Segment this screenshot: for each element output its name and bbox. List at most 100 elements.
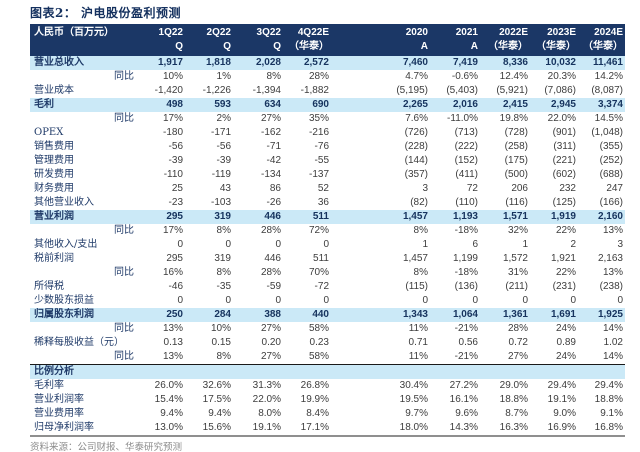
- value-cell: 0: [225, 239, 231, 250]
- value-cell: 247: [606, 183, 623, 194]
- value-cell: 511: [312, 211, 329, 222]
- value-cell: -42: [266, 155, 281, 166]
- table-row: 同比 17% 2% 27% 35% 7.6% -11.0% 19.8% 22.0% 14.5%: [30, 112, 625, 126]
- value-cell: 30.4%: [399, 380, 428, 391]
- value-cell: 9.6%: [455, 408, 478, 419]
- value-cell: -39: [216, 155, 231, 166]
- column-header-4q22e: 4Q22E: [297, 27, 329, 38]
- value-cell: -76: [314, 141, 329, 152]
- value-cell: (125): [552, 197, 576, 208]
- value-cell: (713): [454, 127, 478, 138]
- value-cell: 0: [275, 239, 281, 250]
- value-cell: 72%: [308, 225, 329, 236]
- value-cell: 3: [617, 239, 623, 250]
- value-cell: 8.4%: [306, 408, 329, 419]
- value-cell: 2,016: [452, 99, 478, 110]
- value-cell: (357): [404, 169, 428, 180]
- yoy-row-label: 同比: [114, 113, 134, 124]
- row-label: 少数股东损益: [34, 295, 94, 306]
- value-cell: 8%: [413, 225, 428, 236]
- value-cell: 16.3%: [480, 421, 530, 437]
- value-cell: 9.4%: [208, 408, 231, 419]
- column-subheader-2023e: （华泰）: [536, 41, 576, 52]
- value-cell: (231): [552, 281, 576, 292]
- value-cell: 18.8%: [594, 394, 623, 405]
- value-cell: 8%: [216, 267, 231, 278]
- value-cell: (258): [504, 141, 528, 152]
- value-cell: 11%: [408, 323, 428, 334]
- value-cell: 28%: [260, 267, 281, 278]
- value-cell: (311): [553, 141, 576, 152]
- row-label-spacer: [30, 70, 106, 84]
- section-row: 比例分析: [30, 364, 625, 379]
- yoy-row-label: 同比: [114, 351, 134, 362]
- value-cell: 0: [617, 295, 623, 306]
- value-cell: 9.0%: [553, 408, 576, 419]
- value-cell: 28%: [308, 71, 329, 82]
- table-row: 其他收入/支出 0 0 0 0 1 6 1 2 3: [30, 238, 625, 252]
- value-cell: 35%: [308, 113, 329, 124]
- value-cell: 29.4%: [547, 380, 576, 391]
- value-cell: -72: [314, 281, 329, 292]
- value-cell: -1,226: [202, 85, 231, 96]
- value-cell: 17.1%: [283, 421, 331, 437]
- value-cell: -180: [162, 127, 183, 138]
- value-cell: 17%: [162, 225, 183, 236]
- value-cell: 24%: [555, 351, 576, 362]
- value-cell: 319: [214, 211, 231, 222]
- header-row-periods: 人民币（百万元） 1Q22 2Q22 3Q22 4Q22E 2020 2021 2022E 2…: [30, 24, 625, 40]
- value-cell: 2: [570, 239, 576, 250]
- value-cell: 1,457: [402, 253, 428, 264]
- value-cell: 206: [511, 183, 528, 194]
- value-cell: 2,415: [502, 99, 528, 110]
- value-cell: 8%: [413, 267, 428, 278]
- column-header-2q22: 2Q22: [206, 27, 231, 38]
- table-title: 图表2： 沪电股份盈利预测: [30, 6, 182, 20]
- column-subheader-1q22: Q: [175, 41, 183, 52]
- value-cell: 16.9%: [530, 421, 578, 437]
- value-cell: (110): [455, 197, 478, 208]
- value-cell: 27.2%: [449, 380, 478, 391]
- table-row: 管理费用 -39 -39 -42 -55 (144) (152) (175) (221) (252…: [30, 154, 625, 168]
- value-cell: -1,882: [300, 85, 329, 96]
- value-cell: 20.3%: [547, 71, 576, 82]
- value-cell: 634: [264, 99, 281, 110]
- value-cell: 8.0%: [258, 408, 281, 419]
- value-cell: -1,420: [154, 85, 183, 96]
- value-cell: 24%: [555, 323, 576, 334]
- value-cell: 29.0%: [499, 380, 528, 391]
- value-cell: 15.6%: [185, 421, 233, 437]
- value-cell: 10,032: [545, 57, 576, 68]
- value-cell: 70%: [308, 267, 329, 278]
- value-cell: 1,572: [502, 253, 528, 264]
- value-cell: 17.5%: [202, 394, 231, 405]
- yoy-row-label: 同比: [114, 225, 134, 236]
- value-cell: 498: [166, 99, 183, 110]
- column-header-2022e: 2022E: [499, 27, 528, 38]
- value-cell: 319: [214, 253, 231, 264]
- value-cell: 1,361: [502, 309, 528, 320]
- value-cell: 19.5%: [399, 394, 428, 405]
- column-subheader-4q22e: （华泰）: [289, 41, 329, 52]
- value-cell: 14.3%: [430, 421, 480, 437]
- value-cell: (500): [504, 169, 528, 180]
- value-cell: (688): [599, 169, 623, 180]
- value-cell: 3: [422, 183, 428, 194]
- value-cell: (602): [552, 169, 576, 180]
- row-label: 营业利润: [34, 211, 74, 222]
- row-label: OPEX: [34, 127, 64, 138]
- table-row: 毛利 498 593 634 690 2,265 2,016 2,415 2,945 3,374: [30, 98, 625, 112]
- value-cell: 2,028: [255, 57, 281, 68]
- value-cell: 1,919: [550, 211, 576, 222]
- value-cell: 2,945: [550, 99, 576, 110]
- value-cell: 29.4%: [594, 380, 623, 391]
- value-cell: -137: [308, 169, 329, 180]
- row-label: 研发费用: [34, 169, 74, 180]
- value-cell: 1,818: [205, 57, 231, 68]
- value-cell: -1,394: [252, 85, 281, 96]
- value-cell: -56: [168, 141, 183, 152]
- value-cell: 22%: [555, 225, 576, 236]
- value-cell: 690: [312, 99, 329, 110]
- table-row: 研发费用 -110 -119 -134 -137 (357) (411) (500) (602)…: [30, 168, 625, 182]
